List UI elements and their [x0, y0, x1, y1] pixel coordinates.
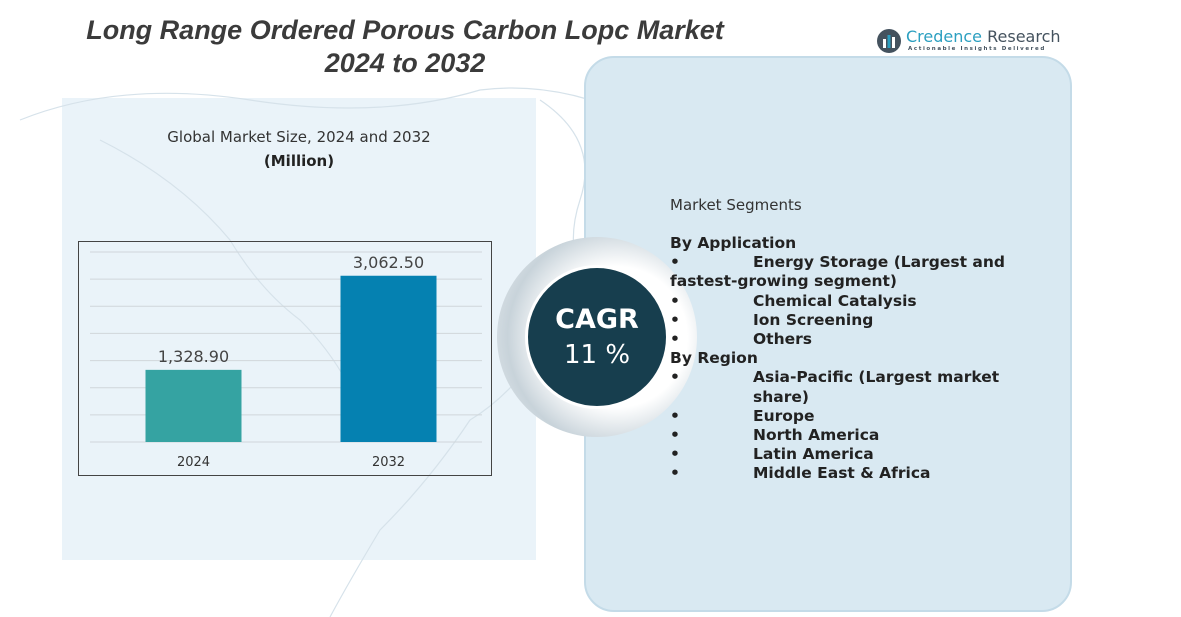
logo-name-part2: Research — [987, 27, 1061, 46]
bullet-icon: • — [670, 368, 680, 387]
segment-item: • Latin America — [670, 445, 1050, 464]
segment-group-heading: By Region — [670, 349, 758, 368]
segments-title: Market Segments — [670, 196, 802, 214]
x-tick-label: 2024 — [177, 455, 210, 470]
segment-item: • Asia-Pacific (Largest market share) — [670, 368, 1050, 406]
segment-item-label: Asia-Pacific (Largest market share) — [753, 368, 1000, 406]
chart-panel — [62, 98, 536, 560]
bar-chart: 1,328.90 2024 3,062.50 2032 — [90, 251, 482, 470]
segment-item: • North America — [670, 426, 1050, 445]
segment-item: • Europe — [670, 407, 1050, 426]
logo-name: Credence Research — [906, 27, 1061, 46]
segment-group-heading: By Application — [670, 234, 797, 252]
x-tick-label: 2032 — [372, 455, 405, 470]
chart-title: Global Market Size, 2024 and 2032 — [167, 128, 431, 146]
bullet-icon: • — [670, 291, 680, 310]
data-label: 1,328.90 — [158, 347, 229, 366]
bullet-icon: • — [670, 253, 680, 272]
bullet-icon: • — [670, 406, 680, 425]
segment-item-label: Energy Storage (Largest and fastest-grow… — [670, 253, 1005, 291]
cagr-label: CAGR — [555, 304, 639, 335]
bar-2032 — [340, 275, 437, 442]
segment-item-label: Europe — [753, 406, 815, 425]
logo-name-part1: Credence — [906, 27, 983, 46]
bullet-icon: • — [670, 426, 680, 445]
page-title: Long Range Ordered Porous Carbon Lopc Ma… — [86, 15, 724, 78]
bullet-icon: • — [670, 445, 680, 464]
segment-item: • Middle East & Africa — [670, 464, 1050, 483]
cagr-value: 11 % — [563, 340, 631, 370]
segment-item-label: Ion Screening — [753, 310, 874, 329]
cagr-badge: CAGR 11 % — [525, 265, 669, 409]
logo-tagline: Actionable Insights Delivered — [908, 46, 1046, 52]
bullet-icon: • — [670, 464, 680, 483]
bar-2024 — [145, 369, 242, 442]
segment-item: • Others — [670, 330, 1050, 349]
chart-unit: (Million) — [263, 152, 335, 170]
bullet-icon: • — [670, 310, 680, 329]
chart-frame — [78, 241, 492, 476]
data-label: 3,062.50 — [353, 253, 424, 272]
segment-item-label: Others — [753, 330, 813, 349]
segment-item: • Chemical Catalysis — [670, 292, 1050, 311]
segment-item-label: Middle East & Africa — [753, 464, 931, 483]
credence-research-logo — [877, 29, 901, 53]
segment-item: • Ion Screening — [670, 311, 1050, 330]
segment-item-label: North America — [753, 426, 880, 445]
bullet-icon: • — [670, 330, 680, 349]
segment-item: • Energy Storage (Largest and fastest-gro… — [670, 253, 1050, 291]
segment-item-label: Latin America — [753, 445, 874, 464]
segment-item-label: Chemical Catalysis — [753, 291, 917, 310]
segments-panel — [584, 56, 1072, 612]
segments-list: By Application • Energy Storage (Largest a… — [670, 234, 1050, 484]
